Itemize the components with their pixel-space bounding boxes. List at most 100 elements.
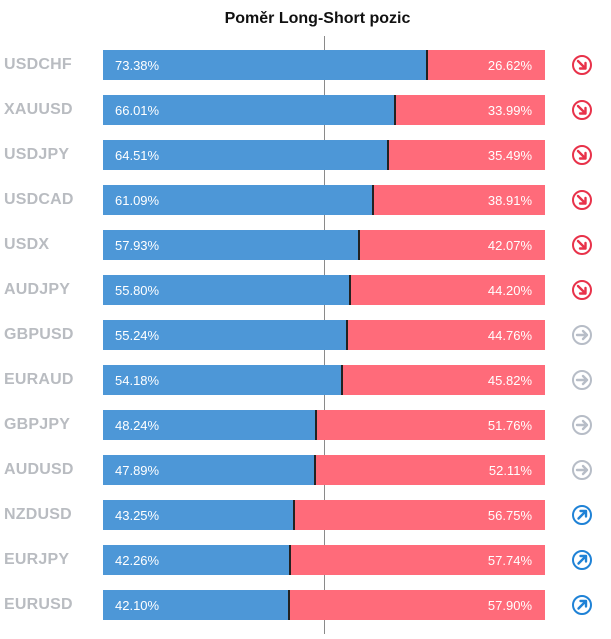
short-bar-segment [395,95,545,125]
ratio-row: EURUSD 42.10% 57.90% [0,590,611,622]
symbol-label: XAUUSD [4,101,73,118]
segment-divider [349,275,351,305]
symbol-label: EURUSD [4,596,73,613]
symbol-label: EURAUD [4,371,74,388]
long-percent-label: 42.10% [115,598,160,613]
down-arrow-icon [572,280,592,300]
short-percent-label: 26.62% [487,58,532,73]
long-percent-label: 55.80% [115,283,160,298]
short-percent-label: 35.49% [487,148,532,163]
up-arrow-icon [572,550,592,570]
long-bar-segment [103,590,289,620]
ratio-row: GBPJPY 48.24% 51.76% [0,410,611,442]
ratio-bar: 48.24% 51.76% [103,410,545,440]
segment-divider [288,590,290,620]
long-bar-segment [103,95,395,125]
short-percent-label: 51.76% [487,418,532,433]
long-percent-label: 73.38% [115,58,160,73]
long-percent-label: 47.89% [115,463,160,478]
ratio-bar: 42.10% 57.90% [103,590,545,620]
short-percent-label: 44.76% [487,328,532,343]
ratio-bar: 47.89% 52.11% [103,455,545,485]
up-arrow-icon [572,595,592,615]
segment-divider [293,500,295,530]
ratio-row: GBPUSD 55.24% 44.76% [0,320,611,352]
ratio-row: USDX 57.93% 42.07% [0,230,611,262]
short-percent-label: 33.99% [487,103,532,118]
segment-divider [289,545,291,575]
right-arrow-icon [572,325,592,345]
short-percent-label: 57.74% [487,553,532,568]
short-percent-label: 52.11% [488,463,532,478]
symbol-label: AUDJPY [4,281,71,298]
down-arrow-icon [572,145,592,165]
short-bar-segment [289,590,545,620]
long-bar-segment [103,500,294,530]
down-arrow-icon [572,55,592,75]
ratio-row: AUDJPY 55.80% 44.20% [0,275,611,307]
long-percent-label: 61.09% [115,193,160,208]
short-percent-label: 56.75% [487,508,532,523]
long-bar-segment [103,50,427,80]
ratio-bar: 66.01% 33.99% [103,95,545,125]
down-arrow-icon [572,235,592,255]
ratio-bar: 57.93% 42.07% [103,230,545,260]
short-percent-label: 57.90% [487,598,532,613]
short-bar-segment [347,320,545,350]
symbol-label: EURJPY [4,551,70,568]
short-percent-label: 45.82% [487,373,532,388]
down-arrow-icon [572,100,592,120]
symbol-label: GBPJPY [4,416,71,433]
ratio-row: USDJPY 64.51% 35.49% [0,140,611,172]
segment-divider [358,230,360,260]
long-percent-label: 42.26% [115,553,160,568]
short-bar-segment [294,500,545,530]
symbol-label: USDCHF [4,56,72,73]
down-arrow-icon [572,190,592,210]
segment-divider [426,50,428,80]
ratio-bar: 73.38% 26.62% [103,50,545,80]
long-percent-label: 66.01% [115,103,160,118]
long-percent-label: 54.18% [115,373,160,388]
short-percent-label: 38.91% [487,193,532,208]
segment-divider [387,140,389,170]
long-bar-segment [103,230,359,260]
right-arrow-icon [572,460,592,480]
ratio-bar: 42.26% 57.74% [103,545,545,575]
long-bar-segment [103,545,290,575]
short-bar-segment [350,275,545,305]
long-percent-label: 57.93% [115,238,160,253]
short-bar-segment [427,50,545,80]
long-bar-segment [103,140,388,170]
segment-divider [341,365,343,395]
ratio-bar: 55.24% 44.76% [103,320,545,350]
long-bar-segment [103,185,373,215]
ratio-row: EURAUD 54.18% 45.82% [0,365,611,397]
ratio-bar: 43.25% 56.75% [103,500,545,530]
ratio-bar: 55.80% 44.20% [103,275,545,305]
segment-divider [346,320,348,350]
long-bar-segment [103,365,342,395]
symbol-label: GBPUSD [4,326,74,343]
symbol-label: USDJPY [4,146,70,163]
short-bar-segment [342,365,545,395]
ratio-row: AUDUSD 47.89% 52.11% [0,455,611,487]
ratio-bar: 61.09% 38.91% [103,185,545,215]
short-percent-label: 44.20% [487,283,532,298]
long-bar-segment [103,275,350,305]
short-bar-segment [315,455,545,485]
symbol-label: NZDUSD [4,506,72,523]
right-arrow-icon [572,415,592,435]
up-arrow-icon [572,505,592,525]
long-bar-segment [103,320,347,350]
ratio-row: NZDUSD 43.25% 56.75% [0,500,611,532]
long-percent-label: 43.25% [115,508,160,523]
segment-divider [314,455,316,485]
symbol-label: USDX [4,236,50,253]
segment-divider [315,410,317,440]
symbol-label: AUDUSD [4,461,74,478]
symbol-label: USDCAD [4,191,74,208]
short-percent-label: 42.07% [487,238,532,253]
short-bar-segment [290,545,545,575]
long-bar-segment [103,455,315,485]
